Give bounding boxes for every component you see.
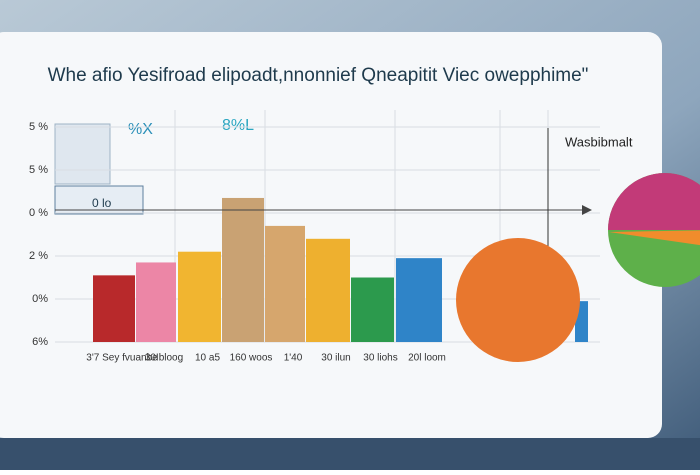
y-tick-label: 0 %: [29, 207, 48, 219]
bar: [306, 238, 350, 342]
x-tick-label: 3'7 Sey fvuanbe: [86, 353, 158, 364]
card: [0, 32, 662, 438]
arrow-head: [582, 205, 592, 215]
x-tick-label: 160 woos: [230, 353, 273, 364]
annotation: 8%L: [222, 117, 254, 134]
legend-box: [54, 185, 144, 215]
bar: [351, 277, 394, 342]
bar: [265, 225, 305, 342]
bar: [396, 258, 442, 342]
legend-box: [54, 123, 111, 185]
annotation: %X: [128, 121, 153, 138]
decor-pie: [608, 173, 700, 287]
annotation: 0 lo: [92, 196, 112, 210]
desk: [0, 438, 700, 470]
y-tick-label: 2 %: [29, 250, 48, 262]
x-tick-label: 1'40: [284, 353, 303, 364]
y-tick-label: 6%: [32, 336, 48, 348]
decor-circle: [456, 238, 580, 362]
x-tick-label: 30Ibloog: [145, 353, 183, 364]
x-tick-label: 30 ilun: [321, 353, 350, 364]
annotation: Wasbibmalt: [565, 134, 633, 149]
x-tick-label: 30 liohs: [363, 353, 397, 364]
bar: [222, 197, 264, 342]
y-tick-label: 5 %: [29, 164, 48, 176]
bar: [178, 251, 221, 342]
bar: [93, 275, 135, 342]
bar: [136, 262, 176, 342]
x-tick-label: 20l loom: [408, 353, 446, 364]
chart-title: Whe afio Yesifroad elipoadt,nnonnief Qne…: [48, 65, 589, 86]
x-tick-label: 10 a5: [195, 353, 220, 364]
y-tick-label: 0%: [32, 293, 48, 305]
y-tick-label: 5 %: [29, 121, 48, 133]
